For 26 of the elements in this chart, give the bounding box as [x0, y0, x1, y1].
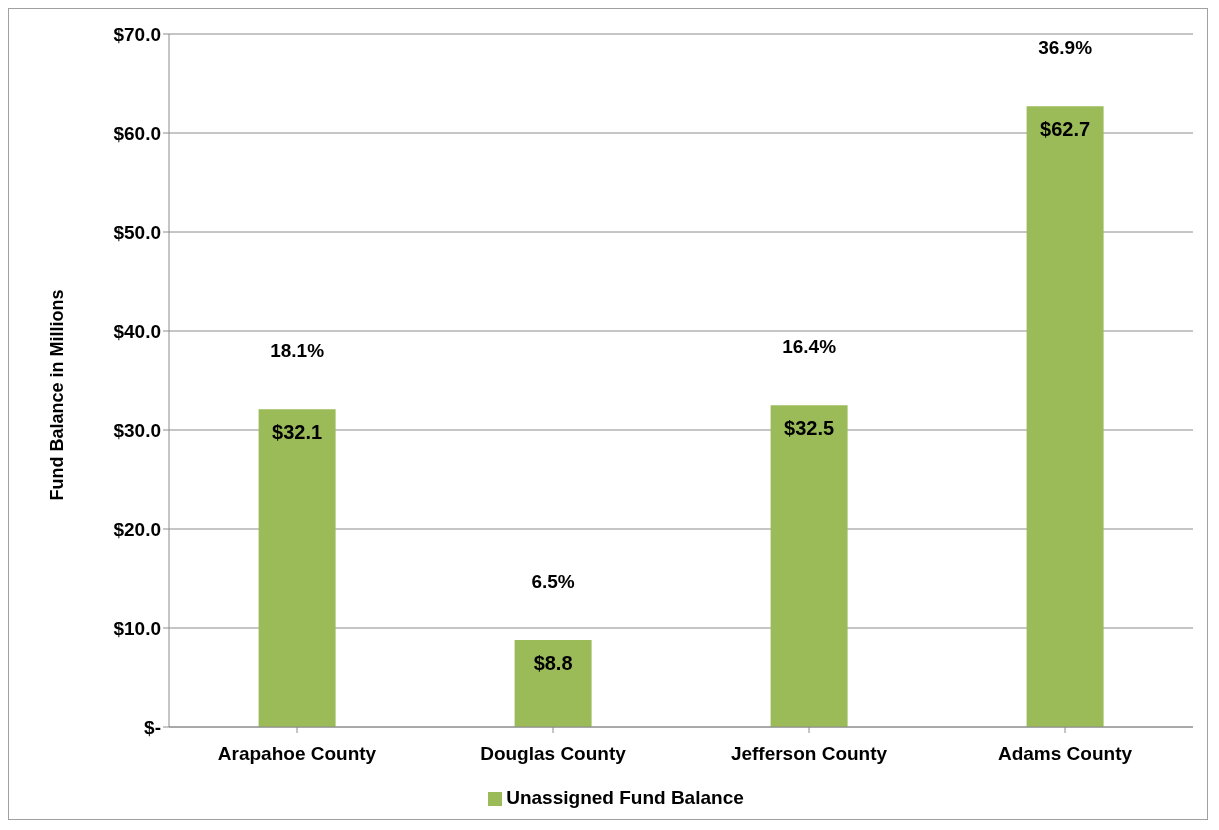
y-tick-label: $10.0	[113, 617, 161, 639]
data-label: $8.8	[533, 651, 573, 674]
legend-label: Unassigned Fund Balance	[506, 787, 744, 808]
annotation: 18.1%	[270, 340, 325, 362]
bar	[258, 409, 336, 727]
annotation: 6.5%	[531, 570, 575, 592]
x-tick-label: Jefferson County	[730, 743, 888, 765]
data-label: $32.5	[784, 417, 835, 440]
y-tick-label: $50.0	[113, 221, 161, 243]
data-label: $32.1	[272, 421, 323, 444]
y-tick-label: $20.0	[113, 518, 161, 540]
x-tick-label: Arapahoe County	[217, 743, 377, 765]
data-label: $62.7	[1040, 118, 1091, 141]
y-tick-label: $70.0	[113, 23, 161, 45]
bar	[514, 639, 592, 727]
y-tick-label: $30.0	[113, 419, 161, 441]
bar	[1026, 106, 1104, 727]
bar	[770, 405, 848, 727]
x-tick-label: Adams County	[997, 743, 1133, 765]
annotation: 16.4%	[782, 336, 837, 358]
annotation: 36.9%	[1038, 37, 1093, 59]
y-tick-label: $60.0	[113, 122, 161, 144]
x-tick-label: Douglas County	[480, 743, 627, 765]
y-tick-label: $40.0	[113, 320, 161, 342]
y-tick-label: $-	[144, 716, 161, 738]
y-axis-title: Fund Balance in Millions	[47, 289, 68, 501]
